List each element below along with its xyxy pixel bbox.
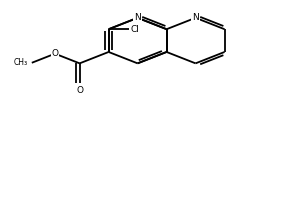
Text: N: N <box>192 13 199 22</box>
Text: CH₃: CH₃ <box>13 58 27 67</box>
Text: O: O <box>76 86 83 95</box>
Text: O: O <box>52 49 58 58</box>
Text: N: N <box>134 13 141 22</box>
Text: Cl: Cl <box>130 25 139 34</box>
